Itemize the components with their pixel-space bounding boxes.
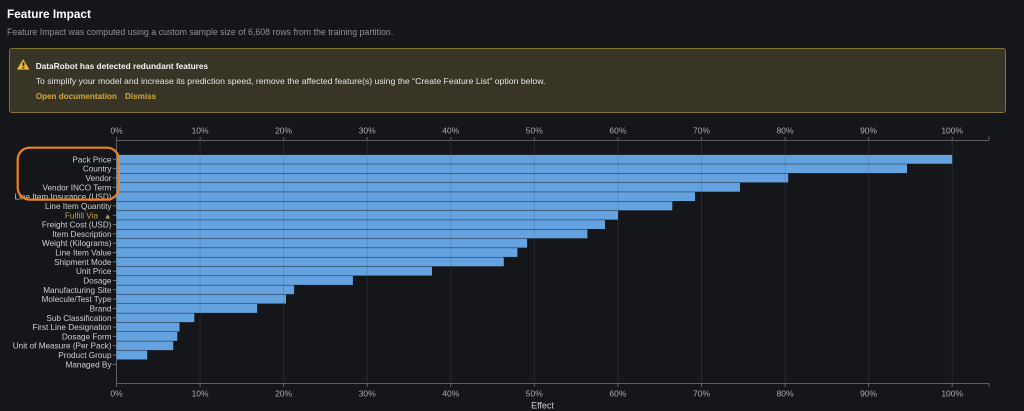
svg-text:Line Item Insurance (USD): Line Item Insurance (USD) [15,193,112,202]
svg-text:0%: 0% [110,389,123,399]
svg-text:First Line Designation: First Line Designation [32,323,112,332]
svg-text:30%: 30% [359,389,376,399]
svg-text:Managed By: Managed By [66,360,113,369]
svg-text:Freight Cost (USD): Freight Cost (USD) [42,221,112,230]
svg-text:Line Item Value: Line Item Value [55,249,112,258]
svg-text:Brand: Brand [90,304,112,313]
svg-text:Pack Price: Pack Price [72,155,112,164]
svg-text:Vendor INCO Term: Vendor INCO Term [42,183,111,192]
svg-text:40%: 40% [442,126,459,136]
svg-text:90%: 90% [860,389,877,399]
svg-text:70%: 70% [693,126,710,136]
svg-text:Sub Classification: Sub Classification [46,314,112,323]
svg-text:Product Group: Product Group [58,351,112,360]
svg-text:Effect: Effect [531,401,554,411]
svg-text:Dosage Form: Dosage Form [62,332,112,341]
svg-text:100%: 100% [941,389,963,399]
svg-text:50%: 50% [526,389,543,399]
svg-text:80%: 80% [777,126,794,136]
svg-text:100%: 100% [941,126,963,136]
svg-text:80%: 80% [777,389,794,399]
svg-text:30%: 30% [359,126,376,136]
svg-text:Molecule/Test Type: Molecule/Test Type [42,295,112,304]
svg-text:Unit Price: Unit Price [76,267,112,276]
svg-text:10%: 10% [192,126,209,136]
svg-text:70%: 70% [693,389,710,399]
svg-text:20%: 20% [275,126,292,136]
svg-text:10%: 10% [192,389,209,399]
svg-text:60%: 60% [609,389,626,399]
svg-text:Weight (Kilograms): Weight (Kilograms) [42,239,112,248]
svg-text:50%: 50% [526,126,543,136]
svg-text:Fulfill Via: Fulfill Via [65,211,99,220]
svg-text:60%: 60% [609,126,626,136]
svg-text:Shipment Mode: Shipment Mode [54,258,112,267]
svg-text:90%: 90% [860,126,877,136]
svg-text:Item Description: Item Description [52,230,112,239]
svg-text:0%: 0% [110,126,123,136]
svg-text:Line Item Quantity: Line Item Quantity [45,202,112,211]
svg-text:20%: 20% [275,389,292,399]
svg-text:Unit of Measure (Per Pack): Unit of Measure (Per Pack) [13,342,112,351]
svg-text:40%: 40% [442,389,459,399]
svg-text:Manufacturing Site: Manufacturing Site [43,286,112,295]
svg-text:Country: Country [83,165,113,174]
svg-text:Vendor: Vendor [86,174,112,183]
svg-text:Dosage: Dosage [83,276,112,285]
